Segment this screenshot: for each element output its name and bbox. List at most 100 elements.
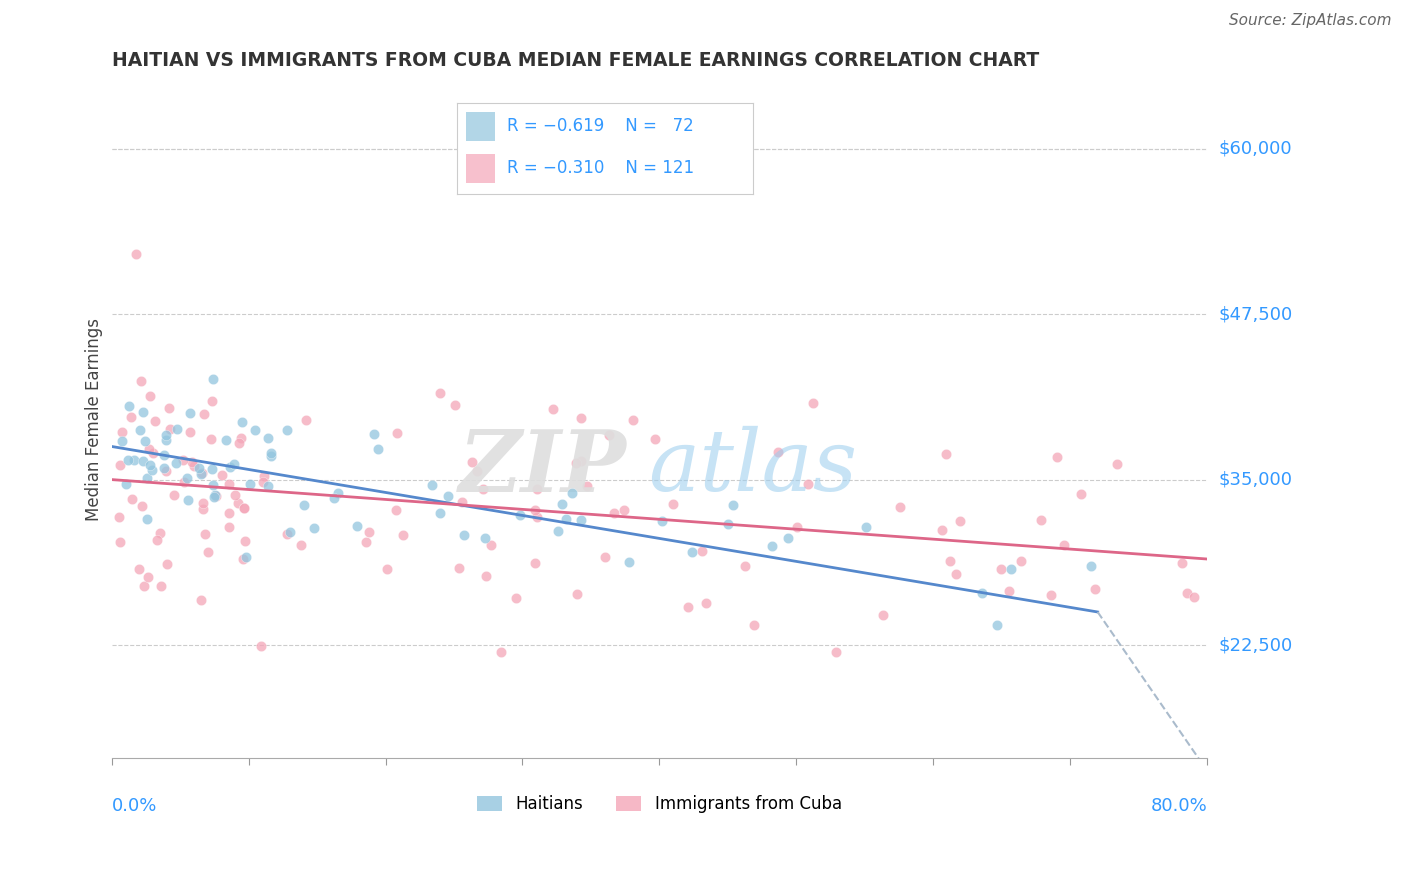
Point xyxy=(1010,554,1032,568)
Point xyxy=(117,453,139,467)
Point xyxy=(471,482,494,496)
Point xyxy=(997,584,1019,599)
Text: $47,500: $47,500 xyxy=(1219,305,1292,323)
Point xyxy=(523,556,546,570)
Point xyxy=(474,531,496,545)
Point xyxy=(766,445,789,459)
Point xyxy=(939,554,962,568)
Point xyxy=(561,486,583,500)
Point xyxy=(224,488,246,502)
Point xyxy=(1182,590,1205,604)
Point xyxy=(617,555,640,569)
Point xyxy=(555,512,578,526)
Point xyxy=(155,463,177,477)
Point xyxy=(218,506,240,520)
Point xyxy=(972,586,994,600)
Point xyxy=(153,448,176,462)
Point xyxy=(252,475,274,489)
Point xyxy=(163,488,186,502)
Point xyxy=(1070,487,1092,501)
Point xyxy=(129,374,152,388)
Point xyxy=(385,503,408,517)
Point xyxy=(509,508,531,522)
Point xyxy=(177,492,200,507)
Point xyxy=(149,579,172,593)
Point xyxy=(233,534,256,549)
Point xyxy=(181,455,204,469)
Point xyxy=(1046,450,1069,465)
Point xyxy=(108,509,131,524)
Point xyxy=(825,645,848,659)
Point xyxy=(801,395,824,409)
Point xyxy=(250,639,273,653)
Point xyxy=(201,394,224,409)
Point xyxy=(204,488,226,502)
Point xyxy=(523,503,546,517)
Point xyxy=(598,427,620,442)
Point xyxy=(1084,582,1107,597)
Point xyxy=(450,495,472,509)
Point xyxy=(443,398,465,412)
Point xyxy=(257,431,280,445)
Point xyxy=(114,477,136,491)
Point xyxy=(603,506,626,520)
Point xyxy=(118,400,141,414)
Point xyxy=(201,478,224,492)
Point xyxy=(986,618,1008,632)
Point xyxy=(505,591,527,605)
Point xyxy=(346,518,368,533)
Point xyxy=(475,569,498,583)
Point xyxy=(571,410,593,425)
Point xyxy=(202,490,225,504)
Text: $60,000: $60,000 xyxy=(1219,139,1292,158)
Point xyxy=(717,517,740,532)
Point xyxy=(260,449,283,463)
Point xyxy=(541,401,564,416)
Point xyxy=(136,570,159,584)
Point xyxy=(872,608,894,623)
Point xyxy=(215,434,238,448)
Text: $35,000: $35,000 xyxy=(1219,471,1292,489)
Point xyxy=(229,431,252,445)
Point xyxy=(136,512,159,526)
Point xyxy=(132,405,155,419)
Point xyxy=(146,533,169,548)
Point xyxy=(326,486,349,500)
Point xyxy=(129,423,152,437)
Point xyxy=(194,526,217,541)
Point xyxy=(159,422,181,436)
Point xyxy=(934,447,956,461)
Point xyxy=(1107,458,1129,472)
Point xyxy=(200,432,222,446)
Point xyxy=(304,521,326,535)
Text: 0.0%: 0.0% xyxy=(111,797,157,814)
Point xyxy=(437,489,460,503)
Point xyxy=(128,562,150,576)
Point xyxy=(139,458,162,472)
Point xyxy=(359,524,381,539)
Point xyxy=(131,499,153,513)
Point xyxy=(134,434,156,448)
Point xyxy=(218,520,240,534)
Point xyxy=(479,538,502,552)
Point xyxy=(143,414,166,428)
Point xyxy=(111,434,134,448)
Point xyxy=(593,550,616,565)
Text: 80.0%: 80.0% xyxy=(1150,797,1208,814)
Point xyxy=(526,509,548,524)
Point xyxy=(183,459,205,474)
Point xyxy=(290,538,312,552)
Point xyxy=(990,562,1012,576)
Point xyxy=(278,524,301,539)
Point xyxy=(1080,558,1102,573)
Point xyxy=(551,497,574,511)
Point xyxy=(257,479,280,493)
Point xyxy=(692,544,714,558)
Point xyxy=(621,413,644,427)
Point xyxy=(125,247,148,261)
Point xyxy=(191,466,214,480)
Point xyxy=(734,558,756,573)
Point xyxy=(232,500,254,515)
Point xyxy=(945,566,967,581)
Point xyxy=(467,464,489,478)
